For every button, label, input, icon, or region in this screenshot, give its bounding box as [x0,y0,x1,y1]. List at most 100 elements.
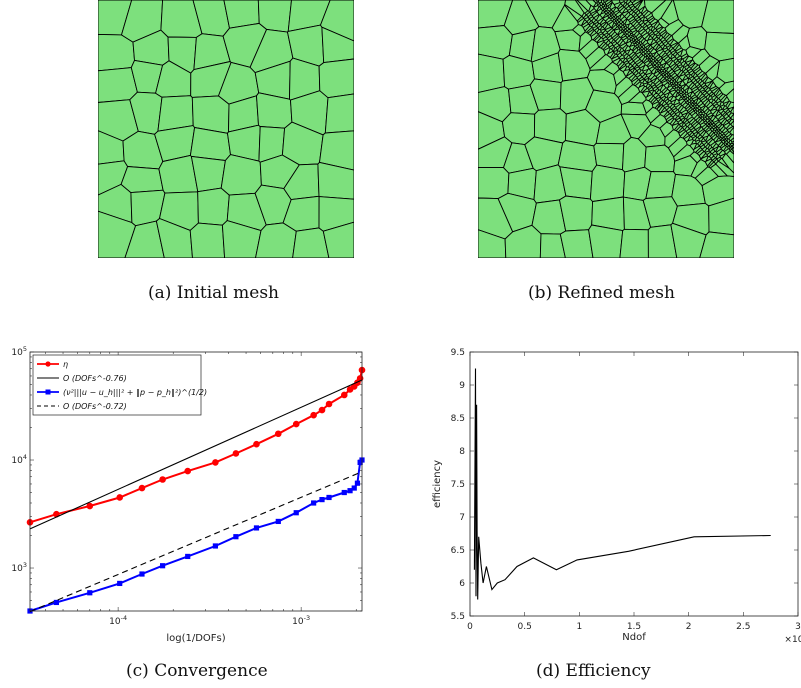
series-point [341,489,347,496]
initial-mesh-cell [324,93,354,134]
y-tick-label: 6 [459,579,465,589]
refined-mesh-cell [731,140,734,145]
refined-mesh-cell [478,53,506,94]
x-tick-label: 10-3 [292,614,310,627]
y-tick-label: 7.5 [451,480,465,490]
series-point [293,510,299,516]
efficiency-line [473,368,771,600]
series-point [212,543,219,549]
x-tick-label: 3 [795,622,801,632]
refined-mesh-cell [478,25,513,60]
initial-mesh-cell [319,130,354,171]
x-tick-label: 0 [467,622,473,632]
refined-mesh-cell [558,195,594,232]
y-tick-label: 6.5 [451,546,465,556]
refined-mesh-cell [578,31,593,52]
refined-mesh-cell [585,46,606,70]
series-point [160,563,166,569]
legend-label: (ν²|||u − u_h|||² + ‖p − p_h‖²)^(1/2) [63,388,207,397]
series-point [184,467,192,475]
initial-mesh-cell [318,196,354,232]
legend-marker [45,389,51,395]
series-point [318,406,326,414]
series-point [275,518,281,525]
series-point [311,500,317,506]
refined-mesh-cell [559,229,594,258]
x-tick-label: 2.5 [736,622,750,632]
refined-mesh-cell [588,224,624,258]
refined-mesh-cell [728,112,734,119]
legend-label: O (DOFs^-0.72) [63,402,127,411]
y-tick-label: 5.5 [451,612,465,622]
series-point [319,496,325,503]
refined-mesh-cell [642,99,654,115]
refined-mesh-cell [557,140,598,172]
refined-mesh-cell [478,167,510,200]
series-point [326,494,332,501]
series-point [87,590,93,596]
refined-mesh-cell [589,164,626,202]
x-tick-label: 10-4 [109,614,127,627]
y-tick-label: 8.5 [451,414,465,424]
initial-mesh-cell [189,222,226,258]
initial-mesh-cell [190,155,226,193]
series-point [292,420,300,428]
refined-mesh-cell [502,54,535,90]
caption-convergence: (c) Convergence [126,661,268,681]
refined-mesh-figure [478,0,734,258]
series-line [29,459,363,612]
y-axis-label: efficiency [432,460,443,508]
refined-mesh-cell [619,228,649,258]
plot-frame [29,351,363,612]
refined-mesh-cell [692,48,711,66]
series-point [53,599,60,606]
series-line [29,379,363,530]
efficiency-chart: 5.5 6 6.5 7 7.5 8 8.5 9 9.5 0 0.5 1 1.5 2 2.5 3×104 Ndof… [432,348,801,645]
series-point [212,459,219,466]
x-tick-label: 1 [576,622,582,632]
series-point [233,534,239,540]
series-point [347,488,353,494]
series-point [159,476,166,483]
series-line [29,471,363,613]
initial-mesh-cell [98,67,138,103]
refined-mesh-cell [705,60,721,82]
series-point [86,502,94,510]
series-point [116,494,123,501]
x-tick-label: 1.5 [627,622,641,632]
series-point [354,480,361,486]
legend-label: O (DOFs^-0.76) [63,374,127,383]
refined-mesh-cell [699,231,734,258]
legend-marker [45,361,51,367]
series-point [253,440,260,448]
series-point [325,400,333,408]
series-point [340,391,348,399]
initial-mesh-figure [98,0,354,258]
legend-label: η [63,360,68,369]
y-tick-label: 7 [459,513,465,523]
caption-refined-mesh: (b) Refined mesh [528,283,675,303]
y-tick-label: 105 [11,345,27,358]
refined-mesh-cell [614,76,634,99]
series-point [138,484,146,492]
initial-mesh-cell [189,126,231,161]
series-point [232,450,240,457]
y-tick-label: 9.5 [451,348,465,358]
refined-mesh-cell [645,171,676,199]
x-multiplier-label: ×104 [784,632,801,645]
x-axis-label: log(1/DOFs) [166,633,225,644]
x-axis-label: Ndof [622,632,646,643]
series-point [310,411,317,419]
series-point [139,571,145,577]
refined-mesh-cell [617,84,641,106]
initial-mesh-cell [318,58,354,99]
series-point [253,525,260,531]
caption-initial-mesh: (a) Initial mesh [148,283,280,303]
refined-mesh-cell [694,166,720,187]
convergence-chart: 103 104 105 10-4 10-3 log(1/DOFs) η O (DOFs^-0.… [11,345,366,644]
y-tick-label: 103 [11,561,27,574]
refined-mesh-cell [730,106,734,115]
refined-mesh-cell [701,0,734,34]
refined-mesh-cell [725,87,734,104]
initial-mesh-cell [157,95,194,132]
